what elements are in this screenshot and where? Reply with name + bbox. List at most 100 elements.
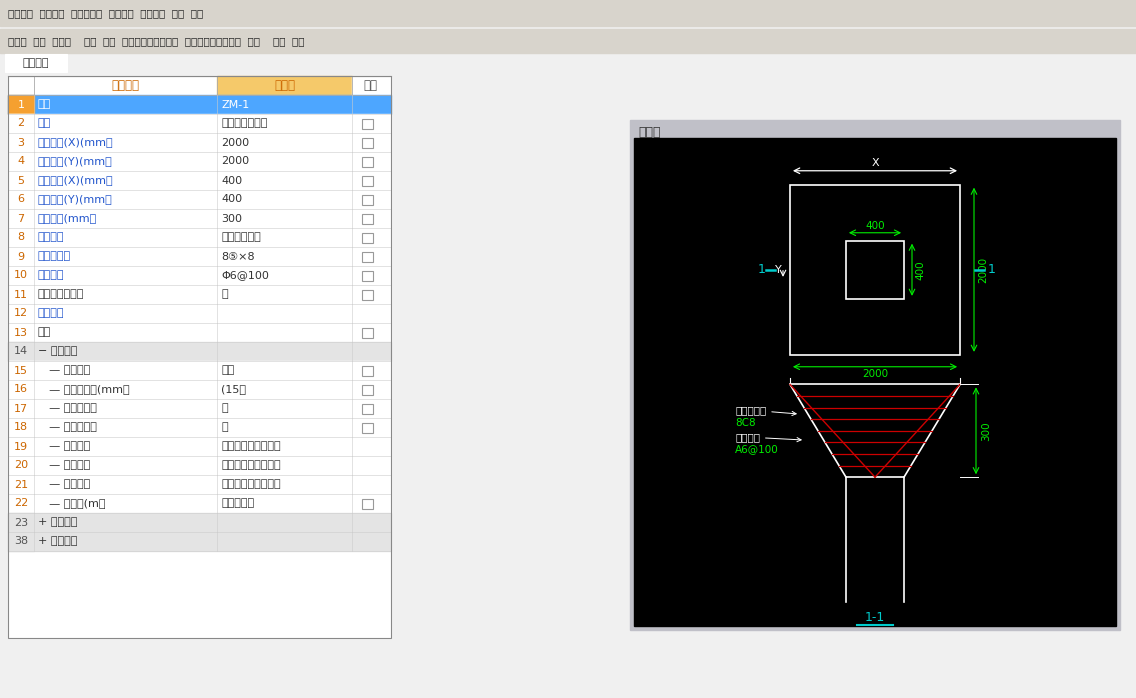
- Text: 16: 16: [14, 385, 28, 394]
- Text: 8C8: 8C8: [735, 418, 755, 428]
- Bar: [8, 494, 391, 513]
- Text: 19: 19: [14, 442, 28, 452]
- Text: 400: 400: [222, 195, 242, 205]
- Bar: [8, 475, 34, 494]
- Text: — 汇总信息: — 汇总信息: [37, 366, 90, 376]
- Text: 14: 14: [14, 346, 28, 357]
- Text: 2000: 2000: [978, 257, 988, 283]
- Bar: [362, 195, 373, 205]
- Bar: [8, 114, 391, 133]
- Bar: [8, 399, 391, 418]
- Text: − 其它属性: − 其它属性: [37, 346, 77, 357]
- Text: 4: 4: [17, 156, 25, 167]
- Bar: [8, 361, 391, 380]
- Text: 矩形单倾角柱帽: 矩形单倾角柱帽: [222, 119, 267, 128]
- Bar: [846, 241, 904, 299]
- Text: 6: 6: [17, 195, 25, 205]
- Bar: [8, 304, 34, 323]
- Text: 21: 21: [14, 480, 28, 489]
- Text: 3: 3: [17, 138, 25, 147]
- Text: 按默认计算设置计算: 按默认计算设置计算: [222, 442, 281, 452]
- Text: 400: 400: [866, 221, 885, 231]
- Text: 类型: 类型: [37, 119, 51, 128]
- Bar: [8, 209, 391, 228]
- Bar: [8, 209, 34, 228]
- Bar: [630, 120, 1120, 630]
- Text: — 保护层厚度(mm）: — 保护层厚度(mm）: [37, 385, 130, 394]
- Text: X: X: [871, 158, 879, 168]
- Text: 300: 300: [222, 214, 242, 223]
- Bar: [8, 133, 391, 152]
- Text: 平齐板顶  查找图元  查看钢筋量  批量选择  钢筋三维  锁定  解锁: 平齐板顶 查找图元 查看钢筋量 批量选择 钢筋三维 锁定 解锁: [8, 8, 203, 18]
- Text: 9: 9: [17, 251, 25, 262]
- Text: + 锚固搭接: + 锚固搭接: [37, 517, 77, 528]
- Text: 柱头截长(X)(mm）: 柱头截长(X)(mm）: [37, 175, 114, 186]
- Bar: [8, 152, 34, 171]
- Bar: [0, 0, 1136, 26]
- Text: 5: 5: [17, 175, 25, 186]
- Text: 13: 13: [14, 327, 28, 338]
- Text: 附加: 附加: [364, 79, 377, 92]
- Bar: [8, 475, 391, 494]
- Text: 8: 8: [17, 232, 25, 242]
- Text: 柱头截宽(Y)(mm）: 柱头截宽(Y)(mm）: [37, 195, 112, 205]
- Text: 23: 23: [14, 517, 28, 528]
- Bar: [8, 76, 34, 95]
- Bar: [8, 323, 391, 342]
- Bar: [8, 380, 391, 399]
- Bar: [8, 532, 391, 551]
- Bar: [8, 133, 34, 152]
- Bar: [362, 119, 373, 128]
- Bar: [352, 76, 389, 95]
- Bar: [8, 285, 34, 304]
- Bar: [8, 361, 34, 380]
- Text: 柱帽截宽(Y)(mm）: 柱帽截宽(Y)(mm）: [37, 156, 112, 167]
- Text: 17: 17: [14, 403, 28, 413]
- Text: 柱帽截长(X)(mm）: 柱帽截长(X)(mm）: [37, 138, 114, 147]
- Text: 采用斜向纵筋: 采用斜向纵筋: [222, 232, 261, 242]
- Bar: [8, 247, 34, 266]
- Text: 10: 10: [14, 271, 28, 281]
- Bar: [8, 513, 391, 532]
- Text: 其它钢筋: 其它钢筋: [37, 309, 65, 318]
- Text: 是: 是: [222, 403, 227, 413]
- Text: 名称: 名称: [37, 100, 51, 110]
- Bar: [8, 342, 34, 361]
- Text: 属性值: 属性值: [274, 79, 295, 92]
- Text: 参数图: 参数图: [638, 126, 660, 138]
- Text: 400: 400: [914, 260, 925, 280]
- Bar: [362, 271, 373, 281]
- Text: — 搭接设置: — 搭接设置: [37, 480, 90, 489]
- Bar: [362, 366, 373, 376]
- Bar: [8, 494, 34, 513]
- Bar: [8, 76, 391, 638]
- Text: — 顶标高(m）: — 顶标高(m）: [37, 498, 106, 509]
- Text: 按默认搭接设置计算: 按默认搭接设置计算: [222, 480, 281, 489]
- Bar: [8, 114, 34, 133]
- Text: 柱帽: 柱帽: [222, 366, 234, 376]
- Bar: [362, 403, 373, 413]
- Bar: [8, 95, 391, 114]
- Bar: [8, 171, 391, 190]
- Text: 属性名称: 属性名称: [111, 79, 140, 92]
- Bar: [8, 437, 34, 456]
- Text: 2000: 2000: [862, 369, 888, 379]
- Text: 是: 是: [222, 422, 227, 433]
- Bar: [790, 185, 960, 355]
- Text: — 计算设置: — 计算设置: [37, 442, 90, 452]
- Text: 按默认节点设置计算: 按默认节点设置计算: [222, 461, 281, 470]
- Bar: [8, 152, 391, 171]
- Bar: [8, 266, 34, 285]
- Bar: [8, 380, 34, 399]
- Bar: [8, 532, 34, 551]
- Text: 配筋形式: 配筋形式: [37, 232, 65, 242]
- Text: Φ6@100: Φ6@100: [222, 271, 269, 281]
- Text: 1: 1: [988, 263, 996, 276]
- Text: 2000: 2000: [222, 156, 249, 167]
- Bar: [362, 385, 373, 394]
- Text: — 扣减板底筋: — 扣减板底筋: [37, 422, 97, 433]
- Text: 300: 300: [982, 421, 991, 440]
- Text: 柱帽高度(mm）: 柱帽高度(mm）: [37, 214, 98, 223]
- Bar: [8, 418, 34, 437]
- Bar: [362, 175, 373, 186]
